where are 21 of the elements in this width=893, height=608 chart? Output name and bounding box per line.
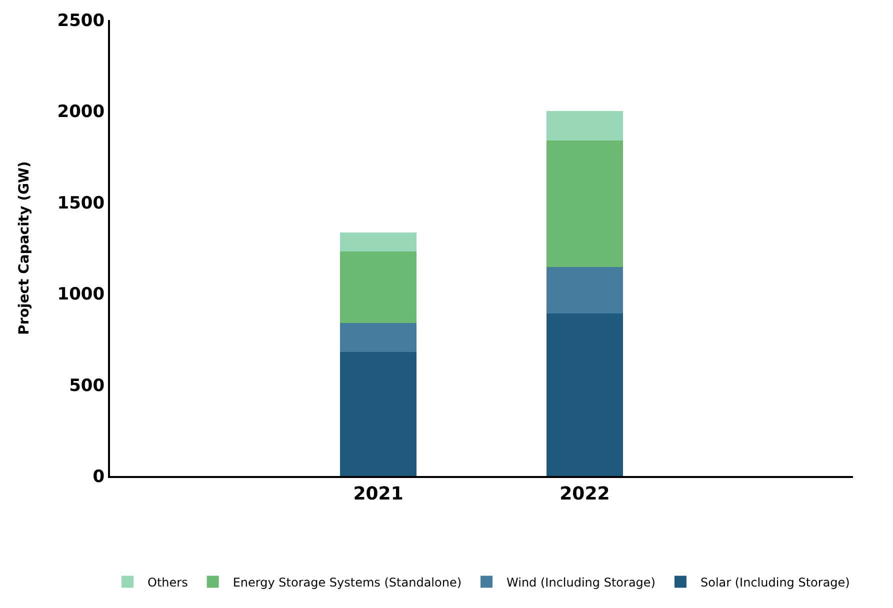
bar — [546, 140, 623, 268]
legend-label: Solar (Including Storage) — [700, 575, 850, 590]
bar — [340, 352, 416, 476]
bar — [340, 252, 416, 323]
bar — [340, 322, 416, 352]
legend-label: Wind (Including Storage) — [506, 575, 656, 590]
y-tick-label: 2500 — [57, 10, 105, 31]
legend-label: Energy Storage Systems (Standalone) — [232, 575, 462, 590]
y-tick-label: 500 — [69, 376, 105, 396]
bar — [546, 314, 623, 476]
y-tick-label: 1500 — [57, 193, 105, 214]
bar — [546, 111, 623, 140]
y-tick-label: 0 — [92, 466, 105, 487]
x-tick-label: 2021 — [353, 484, 404, 505]
y-tick-label: 2000 — [57, 102, 105, 122]
y-tick-label: 1000 — [57, 284, 105, 305]
bar — [546, 267, 623, 314]
y-axis-title: Project Capacity (GW) — [16, 161, 32, 335]
x-tick-label: 2022 — [560, 484, 610, 505]
legend-label: Others — [148, 575, 188, 590]
bar — [340, 232, 416, 252]
